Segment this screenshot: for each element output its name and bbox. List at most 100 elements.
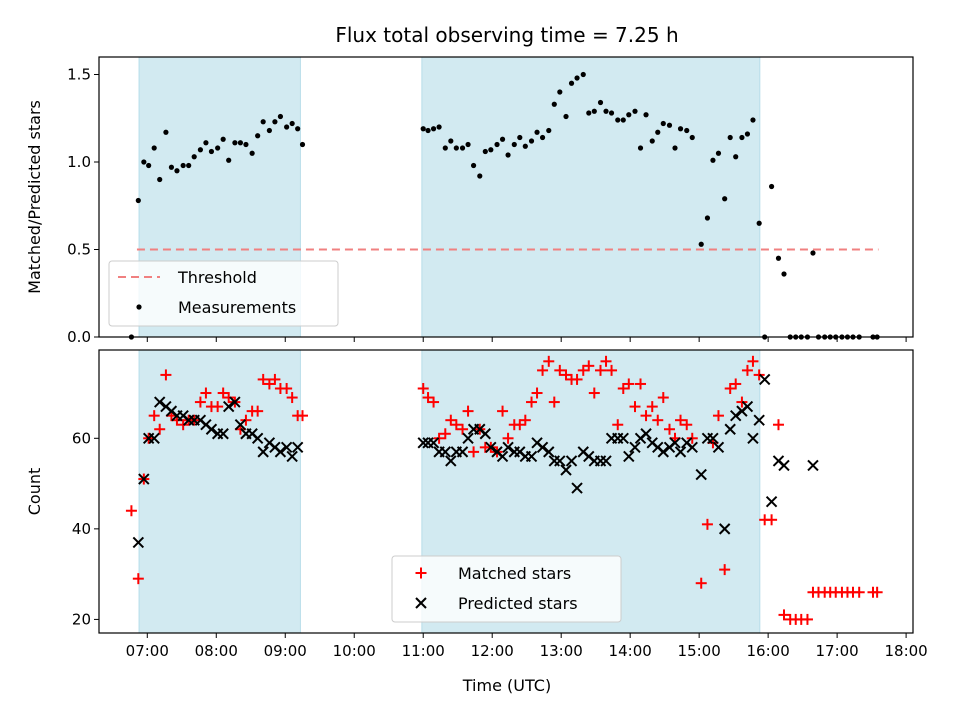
x-b xyxy=(165,405,178,417)
measurement-point xyxy=(174,168,180,174)
measurement-point xyxy=(528,138,535,144)
x-b xyxy=(200,419,212,431)
measurement-point xyxy=(465,141,471,148)
bottom-axes-frame xyxy=(98,349,914,634)
predicted-star-point xyxy=(778,459,790,472)
legend-predicted-label: Predicted stars xyxy=(458,594,578,613)
top-y-tick-label: 0.0 xyxy=(67,328,91,346)
predicted-star-point xyxy=(496,450,509,463)
predicted-star-point xyxy=(132,536,145,549)
measurement-point xyxy=(163,129,169,135)
matched-star-point xyxy=(588,387,600,399)
measurement-point xyxy=(151,145,157,151)
matched-star-point xyxy=(560,369,572,381)
measurement-point xyxy=(191,154,197,160)
legend-measurement-swatch xyxy=(136,304,142,310)
measurement-point xyxy=(739,134,745,141)
measurement-point xyxy=(626,112,632,118)
x-axis-label: Time (UTC) xyxy=(462,676,551,695)
predicted-star-point xyxy=(138,473,150,485)
predicted-star-point xyxy=(217,428,229,440)
measurement-point xyxy=(727,134,733,141)
measurement-point xyxy=(430,126,437,132)
predicted-star-point xyxy=(629,441,641,454)
legend-box xyxy=(391,555,622,623)
matched-star-point xyxy=(853,586,865,598)
matched-star-point xyxy=(681,419,693,431)
predicted-star-point xyxy=(485,441,497,454)
measurement-point xyxy=(672,145,678,151)
x-b xyxy=(657,446,669,458)
x-b xyxy=(439,446,452,458)
measurement-point xyxy=(168,164,175,170)
measurement-point xyxy=(756,220,762,226)
measurement-point xyxy=(477,173,483,179)
x-b xyxy=(640,428,652,440)
x-b xyxy=(747,432,759,445)
predicted-star-point xyxy=(274,446,287,458)
matched-star-point xyxy=(132,573,144,585)
matched-star-point xyxy=(675,414,687,426)
matched-star-point xyxy=(217,387,229,399)
matched-star-point xyxy=(212,401,224,413)
measurement-point xyxy=(499,136,506,142)
top-legend: Threshold Measurements xyxy=(108,260,339,327)
measurement-point xyxy=(597,99,604,106)
top-y-tick-label: 0.5 xyxy=(67,241,91,259)
predicted-star-point xyxy=(669,437,681,449)
matched-star-point xyxy=(519,414,531,426)
x-b xyxy=(132,536,145,549)
x-b xyxy=(772,455,785,467)
measurement-point xyxy=(603,108,609,114)
measurement-point xyxy=(551,101,557,107)
measurement-point xyxy=(722,196,728,202)
matched-star-point xyxy=(445,414,457,426)
top-y-tick-label: 1.0 xyxy=(67,153,91,171)
measurement-point xyxy=(237,140,244,146)
measurement-point xyxy=(750,117,756,123)
matched-star-point xyxy=(741,364,753,376)
x-b xyxy=(686,441,698,454)
x-tick-label: 07:00 xyxy=(126,642,169,660)
x-tick-label: 15:00 xyxy=(678,642,721,660)
predicted-star-point xyxy=(536,441,549,454)
legend-threshold-label: Threshold xyxy=(177,268,257,287)
predicted-star-point xyxy=(623,450,635,463)
measurement-point xyxy=(810,250,816,256)
measurement-point xyxy=(768,183,775,190)
predicted-star-point xyxy=(753,414,765,426)
measurement-point xyxy=(568,80,575,86)
measurement-point xyxy=(733,154,739,160)
x-b xyxy=(758,373,771,386)
x-b xyxy=(234,419,247,431)
measurement-point xyxy=(620,117,626,123)
predicted-star-point xyxy=(617,432,629,445)
measurement-point xyxy=(563,113,569,120)
matched-star-point xyxy=(629,401,641,413)
x-b xyxy=(246,428,258,440)
measurement-point xyxy=(203,140,209,146)
top-axes-frame xyxy=(98,56,914,338)
measurement-point xyxy=(534,129,540,135)
predicted-star-point xyxy=(280,441,293,454)
measurement-point xyxy=(436,124,442,130)
x-tick-label: 10:00 xyxy=(333,642,376,660)
x-tick-label: 08:00 xyxy=(195,642,238,660)
measurement-point xyxy=(744,131,751,137)
x-tick-label: 13:00 xyxy=(540,642,583,660)
measurement-point xyxy=(215,145,221,151)
bottom-observing-window-0 xyxy=(138,349,301,634)
measurement-point xyxy=(505,152,511,158)
measurement-point xyxy=(289,120,295,127)
x-b xyxy=(257,446,269,458)
matched-star-point xyxy=(450,419,462,431)
matched-star-point xyxy=(606,364,618,376)
chart-title: Flux total observing time = 7.25 h xyxy=(335,23,678,47)
measurement-point xyxy=(488,147,494,153)
matched-star-point xyxy=(514,419,526,431)
bottom-y-tick-label: 40 xyxy=(72,520,91,538)
bottom-y-axis-label: Count xyxy=(25,468,44,516)
measurement-point xyxy=(232,140,238,146)
x-b xyxy=(205,423,218,435)
matched-star-point xyxy=(497,405,509,417)
